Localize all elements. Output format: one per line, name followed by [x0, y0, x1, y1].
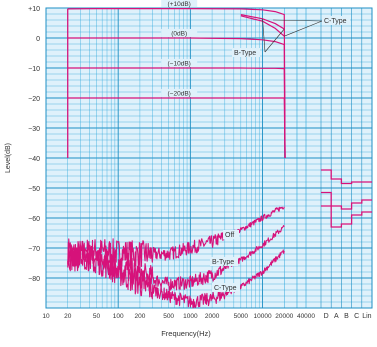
y-tick-label: −30	[28, 126, 40, 133]
y-axis-label: Level(dB)	[5, 143, 12, 173]
x-tick-label: 50	[93, 313, 101, 320]
y-tick-label: −20	[28, 96, 40, 103]
x-tick-label: 100	[113, 313, 124, 320]
callout-line	[284, 20, 323, 37]
label-bg	[322, 16, 350, 25]
level-trace	[67, 67, 286, 159]
y-tick-label: +10	[28, 6, 40, 13]
level-trace	[67, 8, 286, 159]
x-tick-label: 200	[134, 313, 145, 320]
label-bg	[161, 89, 198, 97]
level-trace	[240, 14, 285, 30]
annotation-label: B-Type	[234, 50, 256, 57]
level-label: (+10dB)	[168, 1, 191, 8]
callout-line	[264, 28, 285, 53]
annotation-label: C-Type	[324, 18, 347, 25]
y-tick-label: 0	[36, 36, 40, 43]
weighting-tick-label: D	[324, 313, 329, 320]
callout-line	[262, 18, 266, 53]
x-tick-label: 500	[163, 313, 174, 320]
trace-labels: (+10dB) (0dB) (−10dB) (−20dB) C-Type B-Type Of…	[161, 0, 350, 292]
noise-label: Off	[225, 232, 234, 239]
label-bg	[212, 283, 240, 292]
tick-labels: +10 0 −10 −20 −30 −40 −50 −60 −70 −80 10 20 50 100 200…	[28, 6, 372, 320]
label-bg	[161, 0, 198, 8]
x-axis-label: Frequency(Hz)	[161, 329, 211, 338]
y-tick-label: −50	[28, 186, 40, 193]
label-bg	[161, 29, 198, 37]
label-bg	[210, 257, 238, 266]
level-trace	[67, 97, 286, 159]
label-bg	[223, 230, 239, 239]
label-bg	[232, 48, 260, 57]
level-trace	[240, 15, 285, 37]
weighting-tick-label: C	[354, 313, 359, 320]
level-label: (0dB)	[171, 31, 187, 38]
x-tick-label: 2000	[205, 313, 220, 320]
weighting-tick-label: B	[344, 313, 349, 320]
noise-label: C-Type	[214, 285, 237, 292]
level-label: (−10dB)	[168, 61, 191, 68]
y-tick-label: −40	[28, 156, 40, 163]
weighting-tick-label: A	[334, 313, 339, 320]
y-tick-label: −80	[28, 276, 40, 283]
callout-line	[273, 19, 323, 22]
noise-trace-off	[67, 206, 285, 268]
y-tick-label: −70	[28, 246, 40, 253]
noise-traces	[67, 8, 372, 309]
x-tick-label: 40000	[297, 313, 315, 320]
y-tick-label: −10	[28, 66, 40, 73]
level-trace	[67, 37, 286, 159]
noise-label: B-Type	[212, 259, 234, 266]
plot-frame	[45, 7, 373, 309]
label-bg	[161, 59, 198, 67]
weighted-level-b-type	[321, 191, 372, 210]
x-tick-label: 10000	[254, 313, 272, 320]
noise-trace-c-type	[67, 238, 285, 309]
x-tick-label: 1000	[183, 313, 198, 320]
x-tick-label: 20	[64, 313, 72, 320]
weighted-level-c-type	[321, 205, 372, 228]
weighted-level-off	[321, 169, 372, 185]
x-tick-label: 20000	[275, 313, 293, 320]
noise-trace-b-type	[67, 224, 285, 292]
level-label: (−20dB)	[168, 91, 191, 98]
x-tick-label: 5000	[234, 313, 249, 320]
x-tick-label: 10	[42, 313, 50, 320]
weighting-tick-label: Lin	[362, 313, 371, 320]
level-traces	[67, 8, 286, 159]
y-tick-label: −60	[28, 216, 40, 223]
